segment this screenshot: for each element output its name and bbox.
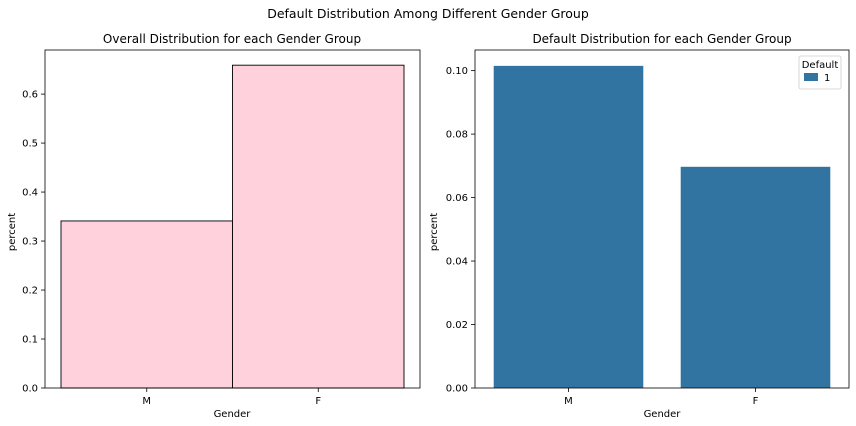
chart-overall-distribution: Overall Distribution for each Gender Gro… xyxy=(7,32,421,420)
x-tick-label: M xyxy=(564,396,573,407)
legend: Default 1 xyxy=(798,55,842,90)
bar-f xyxy=(680,166,831,388)
legend-title: Default xyxy=(802,60,839,71)
bar-f xyxy=(232,64,405,389)
chart-title: Default Distribution for each Gender Gro… xyxy=(532,32,791,46)
chart-title: Overall Distribution for each Gender Gro… xyxy=(103,32,361,46)
chart-default-distribution: Default Distribution for each Gender Gro… xyxy=(429,32,850,420)
plot-frame xyxy=(44,49,421,389)
y-tick-label: 0.08 xyxy=(446,130,468,141)
y-tick-label: 0.4 xyxy=(22,188,38,199)
figure-title: Default Distribution Among Different Gen… xyxy=(267,6,589,21)
y-tick-label: 0.06 xyxy=(446,193,468,204)
y-tick-label: 0.00 xyxy=(446,384,468,395)
legend-entry-label: 1 xyxy=(824,73,830,84)
y-tick-label: 0.2 xyxy=(22,286,38,297)
y-axis: 0.0 0.1 0.2 0.3 0.4 0.5 0.6 xyxy=(22,90,45,395)
y-axis-label: percent xyxy=(429,213,440,251)
plot-frame xyxy=(474,49,850,389)
y-axis: 0.00 0.02 0.04 0.06 0.08 0.10 xyxy=(446,66,475,395)
bars-group xyxy=(493,65,831,389)
bar-m xyxy=(60,220,233,389)
x-tick-label: F xyxy=(753,396,759,407)
y-axis-label: percent xyxy=(7,213,18,251)
y-tick-label: 0.02 xyxy=(446,320,468,331)
y-tick-label: 0.10 xyxy=(446,66,468,77)
bars-group xyxy=(60,64,405,389)
x-axis-label: Gender xyxy=(644,409,682,420)
y-tick-label: 0.04 xyxy=(446,257,468,268)
y-tick-label: 0.5 xyxy=(22,139,38,150)
y-tick-label: 0.1 xyxy=(22,335,38,346)
y-tick-label: 0.0 xyxy=(22,384,38,395)
x-tick-label: F xyxy=(315,396,321,407)
y-tick-label: 0.6 xyxy=(22,90,38,101)
bar-m xyxy=(493,65,644,389)
y-tick-label: 0.3 xyxy=(22,237,38,248)
x-axis-label: Gender xyxy=(214,409,252,420)
legend-swatch xyxy=(804,73,818,81)
x-tick-label: M xyxy=(142,396,151,407)
